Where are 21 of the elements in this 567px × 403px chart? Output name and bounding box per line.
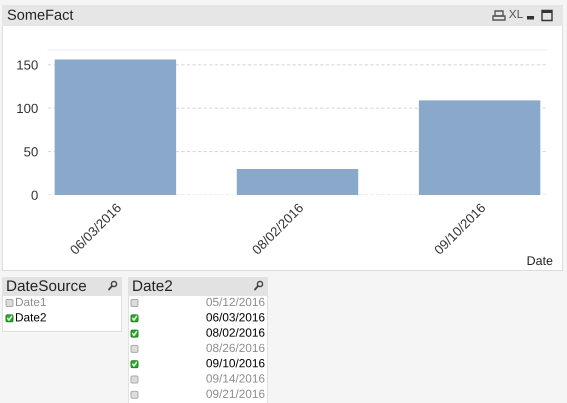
text: DateSource (7, 280, 86, 292)
bar (54, 60, 176, 195)
category-label: 09/10/2016 (206, 358, 264, 368)
category-label: Date1 (16, 298, 46, 306)
category-label: 09/21/2016 (206, 389, 264, 398)
text: Date2 (133, 280, 172, 292)
category-label: 08/26/2016 (206, 343, 264, 352)
x-axis-title: Date (528, 256, 552, 266)
category-label: 09/14/2016 (206, 374, 264, 383)
category-label: Date2 (16, 313, 46, 322)
y-tick-label: 150 (17, 60, 38, 70)
y-tick-label: 100 (17, 104, 38, 114)
chart-title: SomeFact (8, 10, 74, 20)
y-tick-label: 50 (24, 147, 38, 156)
category-label: 08/02/2016 (206, 328, 264, 337)
bar (418, 100, 540, 195)
text: XL (509, 10, 523, 18)
category-label: 05/12/2016 (206, 297, 264, 306)
category-label: 06/03/2016 (206, 312, 264, 322)
y-tick-label: 0 (31, 190, 38, 200)
bar (236, 168, 358, 195)
